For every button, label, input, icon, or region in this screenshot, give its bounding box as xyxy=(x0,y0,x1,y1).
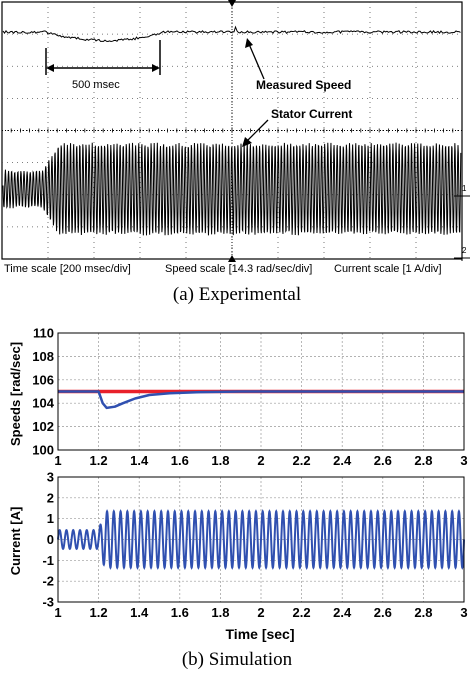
measured-speed-label: Measured Speed xyxy=(256,78,351,92)
speeds-series-line-2 xyxy=(58,390,464,410)
channel-2-marker: 2 xyxy=(454,246,470,261)
caption-simulation: (b) Simulation xyxy=(181,649,293,670)
speeds-x-tick-label: 3 xyxy=(460,453,467,468)
interval-label: 500 msec xyxy=(72,79,120,91)
trigger-marker-top xyxy=(228,0,236,7)
trigger-marker-bottom xyxy=(228,255,236,262)
speeds-x-tick-label: 1.4 xyxy=(130,453,149,468)
speeds-y-tick-label: 108 xyxy=(32,349,54,364)
channel-1-marker: 1 xyxy=(454,184,470,201)
current-y-tick-label: 1 xyxy=(47,511,54,526)
speeds-x-tick-label: 2 xyxy=(257,453,264,468)
caption-experimental: (a) Experimental xyxy=(172,284,302,305)
current-x-tick-label: 2.8 xyxy=(414,605,432,620)
measured-speed-trace xyxy=(2,25,461,43)
speeds-x-tick-label: 1.2 xyxy=(90,453,108,468)
oscilloscope-plot: 500 msec Measured Speed Stator Current 1… xyxy=(1,0,470,262)
time-scale-label: Time scale [200 msec/div] xyxy=(4,263,131,275)
current-x-tick-label: 2.4 xyxy=(333,605,352,620)
current-plot-frame xyxy=(57,476,465,603)
stator-current-arrow xyxy=(245,119,269,143)
svg-text:2: 2 xyxy=(462,246,467,255)
speeds-y-tick-label: 110 xyxy=(33,326,54,341)
speeds-plot-frame xyxy=(57,332,465,451)
oscilloscope-panel: 500 msec Measured Speed Stator Current 1… xyxy=(0,0,474,262)
current-y-tick-label: 3 xyxy=(47,470,54,485)
speeds-x-tick-label: 2.6 xyxy=(374,453,392,468)
speeds-x-tick-label: 1.8 xyxy=(211,453,229,468)
stator-current-label: Stator Current xyxy=(271,107,352,121)
current-x-tick-label: 3 xyxy=(460,605,467,620)
speeds-y-tick-label: 102 xyxy=(32,419,54,434)
current-x-tick-label: 1.6 xyxy=(171,605,189,620)
speeds-plot: 1 1.2 1.4 1.6 1.8 2 2.2 2.4 2.6 2.8 3 100 102 104 106 1… xyxy=(32,326,467,469)
stator-current-trace xyxy=(2,142,462,236)
current-series-line-1 xyxy=(57,509,465,570)
current-x-tick-label: 2.2 xyxy=(293,605,311,620)
speeds-x-tick-label: 2.2 xyxy=(293,453,311,468)
speeds-y-axis-label: Speeds [rad/sec] xyxy=(8,342,23,446)
measured-speed-arrowhead xyxy=(245,38,253,48)
measured-speed-arrow xyxy=(248,43,265,80)
speed-scale-label: Speed scale [14.3 rad/sec/div] xyxy=(165,263,313,275)
current-x-tick-label: 1.4 xyxy=(130,605,149,620)
current-plot: 1 1.2 1.4 1.6 1.8 2 2.2 2.4 2.6 2.8 3 -3 -2 -1 0 1 2 3 xyxy=(42,470,467,621)
current-plot-area xyxy=(58,477,464,602)
speeds-x-tick-label: 1 xyxy=(54,453,61,468)
speeds-x-tick-label: 2.4 xyxy=(333,453,352,468)
speeds-y-tick-label: 106 xyxy=(32,372,54,387)
time-x-axis-label: Time [sec] xyxy=(226,626,295,642)
current-x-tick-label: 1.8 xyxy=(211,605,229,620)
current-x-tick-label: 2 xyxy=(257,605,264,620)
current-scale-label: Current scale [1 A/div] xyxy=(334,263,442,275)
current-y-tick-label: -3 xyxy=(42,595,54,610)
current-y-tick-label: -1 xyxy=(42,553,54,568)
current-y-axis-label: Current [A] xyxy=(8,507,23,576)
current-y-tick-label: 0 xyxy=(47,532,54,547)
current-y-tick-label: -2 xyxy=(42,574,54,589)
interval-marker xyxy=(45,40,161,75)
speeds-x-tick-label: 2.8 xyxy=(414,453,432,468)
speeds-plot-area xyxy=(58,333,464,450)
svg-text:1: 1 xyxy=(462,184,467,193)
current-x-tick-label: 1 xyxy=(54,605,61,620)
current-x-tick-label: 2.6 xyxy=(374,605,392,620)
stator-current-arrowhead xyxy=(242,137,252,147)
current-y-tick-label: 2 xyxy=(47,490,54,505)
speeds-y-tick-label: 100 xyxy=(32,443,54,458)
speeds-x-tick-label: 1.6 xyxy=(171,453,189,468)
speeds-y-tick-label: 104 xyxy=(32,396,54,411)
current-x-tick-label: 1.2 xyxy=(90,605,108,620)
